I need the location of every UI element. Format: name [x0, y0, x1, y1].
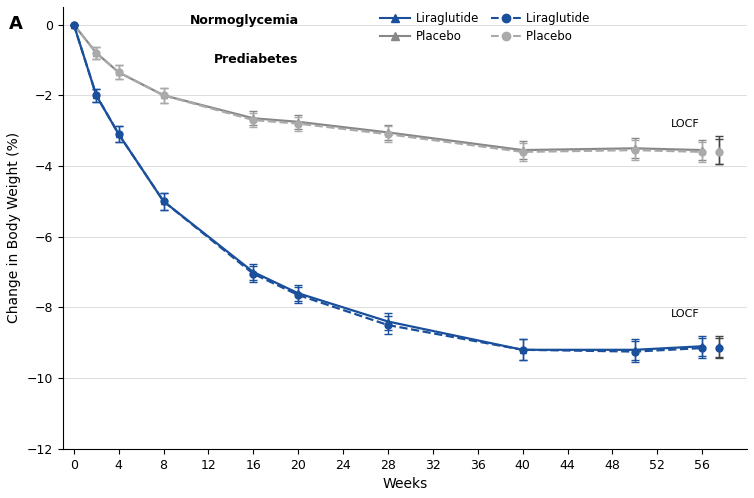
- Text: A: A: [9, 15, 23, 33]
- Text: LOCF: LOCF: [671, 119, 700, 128]
- Y-axis label: Change in Body Weight (%): Change in Body Weight (%): [7, 132, 21, 323]
- X-axis label: Weeks: Weeks: [382, 477, 428, 491]
- Text: Prediabetes: Prediabetes: [214, 53, 299, 66]
- Text: Normoglycemia: Normoglycemia: [189, 13, 299, 26]
- Legend: Liraglutide, Placebo, Liraglutide , Placebo : Liraglutide, Placebo, Liraglutide , Plac…: [377, 8, 597, 47]
- Text: LOCF: LOCF: [671, 309, 700, 319]
